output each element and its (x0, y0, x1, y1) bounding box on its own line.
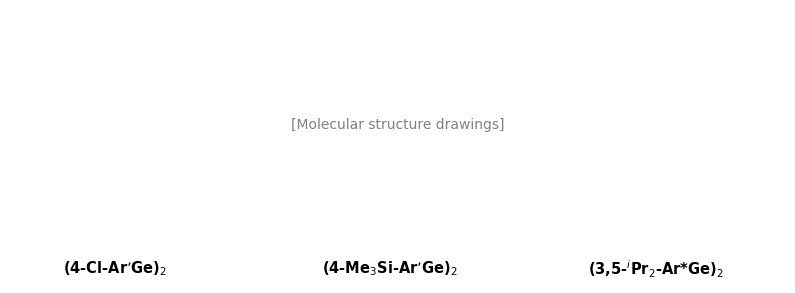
Text: (4-Cl-Ar’Ge)$_2$: (4-Cl-Ar’Ge)$_2$ (64, 260, 167, 278)
Text: [Molecular structure drawings]: [Molecular structure drawings] (291, 117, 504, 132)
Text: (3,5-$^i$Pr$_2$-Ar*Ge)$_2$: (3,5-$^i$Pr$_2$-Ar*Ge)$_2$ (588, 258, 723, 280)
Text: (4-Me$_3$Si-Ar’Ge)$_2$: (4-Me$_3$Si-Ar’Ge)$_2$ (322, 260, 457, 278)
